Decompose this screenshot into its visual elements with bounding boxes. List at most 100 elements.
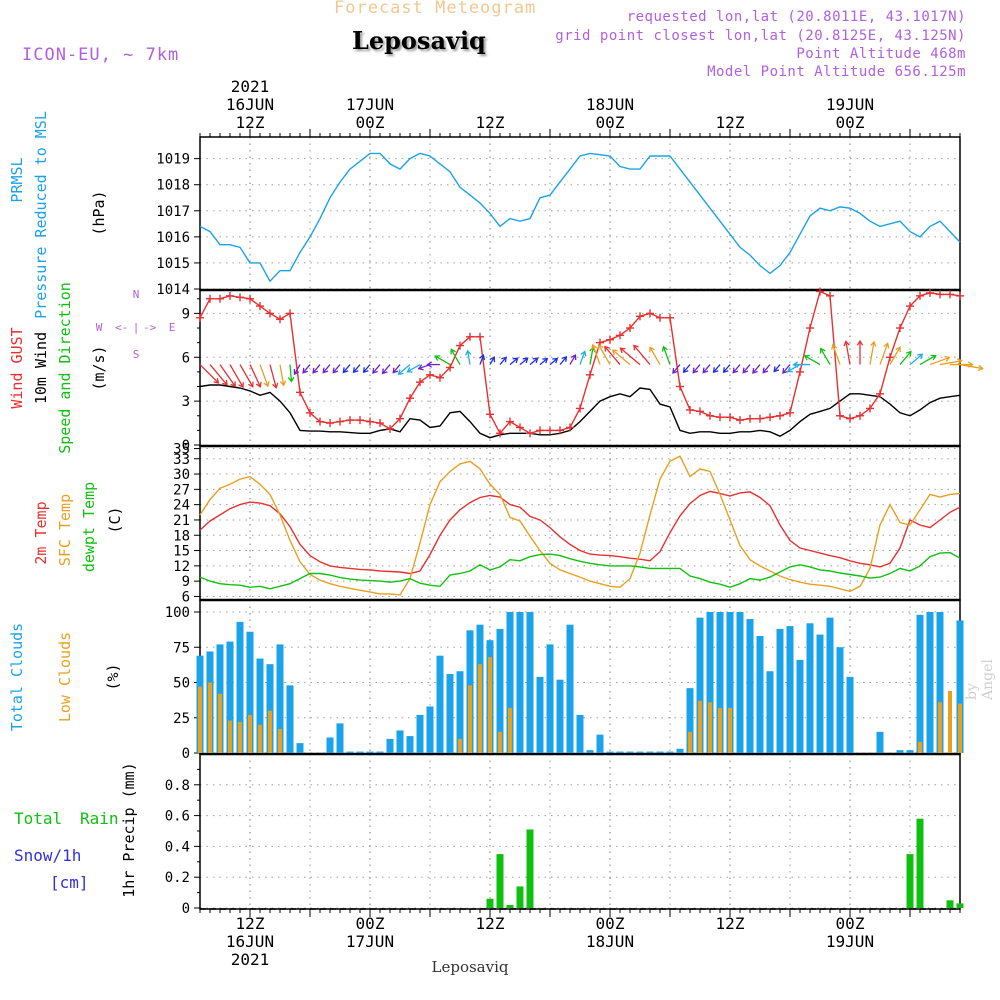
low-clouds-bar <box>718 707 722 753</box>
wind-gust-marker <box>366 417 374 426</box>
wind-ytick-label: 0 <box>182 438 190 454</box>
wind-gust-marker <box>746 414 754 423</box>
total-clouds-bar <box>766 671 774 753</box>
wind-gust-marker <box>856 411 864 420</box>
wind-arrow-head <box>803 354 810 361</box>
wind-arrow-head <box>944 355 951 362</box>
wind-gust-marker <box>786 408 794 417</box>
wind-direction-arrow <box>682 364 691 374</box>
wind-arrow-shaft <box>820 348 831 365</box>
total-clouds-bar <box>736 612 744 753</box>
wind-arrow-head <box>956 358 963 365</box>
clouds-ytick-label: 25 <box>173 711 190 727</box>
wind-gust-marker <box>956 291 964 300</box>
total-clouds-bar <box>416 714 424 753</box>
compass-arrow-right: -> <box>143 321 157 334</box>
clouds-ytick-label: 75 <box>173 640 190 656</box>
gridpoint-coords: grid point closest lon,lat (20.8125E, 43… <box>555 28 966 44</box>
chart-supertitle: Forecast Meteogram <box>334 0 537 18</box>
pressure-ytick-label: 1019 <box>156 152 190 168</box>
wind-gust-marker <box>476 332 484 341</box>
low-clouds-bar <box>728 707 732 753</box>
wind-gust-marker <box>916 291 924 300</box>
wind-direction-arrow <box>279 364 287 387</box>
total-clouds-bar <box>276 644 284 753</box>
wind-gust-marker <box>416 378 424 387</box>
total-clouds-bar <box>726 612 734 753</box>
wind-arrow-head <box>512 357 519 364</box>
wind-arrow-head <box>604 345 610 352</box>
total-clouds-bar <box>656 751 664 753</box>
wind-direction-arrow <box>302 364 311 374</box>
wind-arrow-head <box>279 380 287 387</box>
wind-gust-marker <box>686 405 694 414</box>
wind-arrow-head <box>263 381 270 388</box>
wind-arrow-head <box>762 367 769 374</box>
total-clouds-bar <box>836 647 844 753</box>
wind-direction-arrow <box>773 364 781 373</box>
wind-gust-marker <box>896 324 904 333</box>
wind-arrow-shaft <box>702 364 711 374</box>
total-clouds-bar <box>236 621 244 753</box>
total-clouds-bar <box>906 750 914 753</box>
wind-arrow-shaft <box>382 364 391 374</box>
compass-rose-icon: W <- | -> E N S <box>96 288 176 361</box>
total-clouds-bar <box>796 659 804 753</box>
compass-center: | <box>133 321 140 334</box>
wind-arrow-head <box>752 367 758 374</box>
wind-direction-arrow <box>199 364 220 384</box>
top-time-label: 00Z <box>596 113 625 132</box>
total-clouds-bar <box>346 751 354 753</box>
total-clouds-bar <box>646 751 654 753</box>
wind-arrow-head <box>362 367 369 374</box>
wind-direction-arrow <box>597 344 611 365</box>
wind-arrow-shaft <box>692 364 701 374</box>
wind-arrow-head <box>831 343 838 350</box>
wind-arrow-shaft <box>279 364 285 386</box>
precip-ytick-label: 0.4 <box>165 839 190 855</box>
total-clouds-bar <box>376 751 384 753</box>
wind-arrow-head <box>542 357 549 364</box>
wind-arrow-shaft <box>519 357 529 366</box>
wind-gust-marker <box>606 335 614 344</box>
wind-gust-marker <box>806 324 814 333</box>
wind-arrow-shaft <box>466 350 471 365</box>
wind-ytick-label: 3 <box>182 394 190 410</box>
wind-gust-marker <box>626 324 634 333</box>
wind-direction-arrow <box>843 340 851 365</box>
pressure-ytick-label: 1016 <box>156 230 190 246</box>
pressure-ytick-label: 1015 <box>156 256 190 272</box>
total-clouds-bar <box>546 644 554 753</box>
total-clouds-bar <box>286 685 294 753</box>
low-clouds-bar <box>688 731 692 753</box>
wind-arrow-shaft <box>782 364 791 374</box>
wind-series-10m-wind <box>199 384 961 439</box>
wind-arrow-shaft <box>579 351 586 365</box>
wind-arrow-shaft <box>959 363 983 370</box>
precip-snow-label: Snow/1h <box>14 846 81 865</box>
top-time-label: 2021 <box>231 77 270 96</box>
wind-direction-arrow <box>792 361 810 368</box>
wind-arrow-head <box>702 367 709 374</box>
wind-ytick-label: 9 <box>182 306 190 322</box>
wind-gust-label: Wind GUST <box>8 327 26 408</box>
wind-arrow-head <box>732 367 739 374</box>
wind-arrow-head <box>272 382 279 389</box>
pressure-ytick-label: 1018 <box>156 178 190 194</box>
total-clouds-bar <box>366 751 374 753</box>
top-time-label: 19JUN <box>826 95 874 114</box>
temperature-series-dewpt-temp <box>199 551 961 590</box>
low-clouds-bar <box>468 685 472 753</box>
wind-gust-marker <box>926 288 934 297</box>
wind-arrow-shaft <box>899 351 912 365</box>
wind-arrow-head <box>661 345 668 352</box>
wind-arrow-shaft <box>672 364 681 374</box>
wind-gust-marker <box>776 411 784 420</box>
wind-arrow-shaft <box>620 347 641 366</box>
total-clouds-bar <box>756 635 764 753</box>
wind-direction-arrow <box>342 364 351 374</box>
wind-arrow-head <box>302 367 309 374</box>
wind-arrow-head <box>450 348 456 355</box>
wind-arrow-shaft <box>919 355 936 366</box>
wind-direction-arrow <box>322 364 331 374</box>
